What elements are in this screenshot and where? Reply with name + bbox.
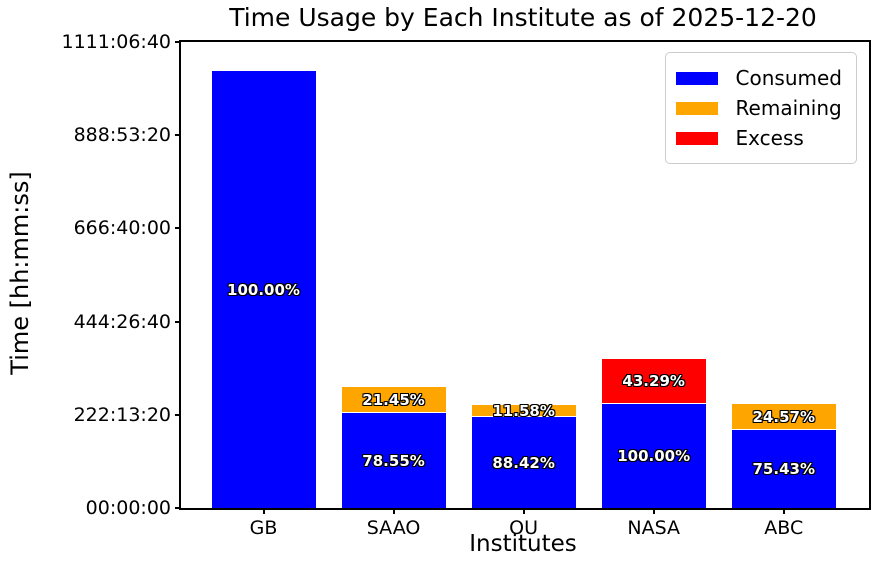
y-tick-mark (175, 507, 181, 509)
x-axis-label: Institutes (469, 531, 577, 557)
y-tick-label: 00:00:00 (85, 497, 171, 519)
bar-percent-label: 43.29% (622, 371, 685, 390)
y-tick-label: 888:53:20 (73, 124, 171, 147)
bar-segment-remaining-SAAO: 21.45% (341, 387, 446, 414)
bar-percent-label: 100.00% (227, 280, 300, 299)
y-axis-label: Time [hh:mm:ss] (6, 171, 34, 375)
bar-percent-label: 88.42% (492, 453, 555, 472)
x-tick-mark (782, 508, 785, 514)
y-tick-mark (175, 41, 181, 43)
y-tick-label: 444:26:40 (73, 310, 171, 333)
bar-percent-label: 11.58% (492, 401, 555, 420)
chart-title: Time Usage by Each Institute as of 2025-… (229, 3, 817, 32)
bar-segment-consumed-OU: 88.42% (471, 417, 576, 508)
y-tick-label: 222:13:20 (73, 403, 171, 426)
x-tick-mark (652, 508, 655, 514)
x-tick-label-OU: OU (509, 517, 539, 539)
x-tick-mark (262, 508, 265, 514)
x-tick-mark (392, 508, 395, 514)
x-tick-label-GB: GB (249, 517, 278, 539)
bar-percent-label: 21.45% (362, 390, 425, 409)
legend-item-consumed: Consumed (675, 63, 842, 93)
y-tick-mark (175, 413, 181, 416)
bar-segment-excess-NASA: 43.29% (601, 358, 706, 404)
legend-swatch-consumed (675, 71, 718, 85)
bar-segment-consumed-NASA: 100.00% (601, 403, 706, 508)
legend-label: Remaining (735, 96, 842, 120)
y-tick-mark (175, 227, 181, 230)
bar-percent-label: 24.57% (752, 407, 815, 426)
x-tick-label-ABC: ABC (764, 517, 804, 539)
bar-segment-remaining-ABC: 24.57% (731, 404, 836, 430)
x-tick-label-NASA: NASA (627, 517, 680, 539)
legend: Consumed Remaining Excess (664, 52, 857, 164)
bar-percent-label: 75.43% (752, 459, 815, 478)
legend-swatch-remaining (675, 101, 718, 115)
bar-percent-label: 100.00% (617, 446, 691, 465)
legend-label: Consumed (735, 66, 842, 90)
bar-segment-consumed-GB: 100.00% (211, 71, 316, 508)
legend-label: Excess (735, 126, 804, 150)
legend-item-excess: Excess (675, 123, 842, 153)
y-tick-mark (175, 134, 181, 137)
bar-segment-consumed-ABC: 75.43% (731, 429, 836, 508)
legend-item-remaining: Remaining (675, 93, 842, 123)
y-tick-mark (175, 320, 181, 323)
y-tick-label: 1111:06:40 (61, 31, 171, 53)
y-tick-label: 666:40:00 (73, 217, 171, 240)
bar-segment-consumed-SAAO: 78.55% (341, 413, 446, 508)
legend-swatch-excess (675, 131, 718, 145)
x-tick-mark (522, 508, 525, 514)
bar-percent-label: 78.55% (362, 451, 425, 470)
bar-segment-remaining-OU: 11.58% (471, 401, 576, 420)
x-tick-label-SAAO: SAAO (366, 517, 421, 539)
plot-area: Consumed Remaining Excess 00:00:00 222:13:2… (61, 31, 871, 539)
